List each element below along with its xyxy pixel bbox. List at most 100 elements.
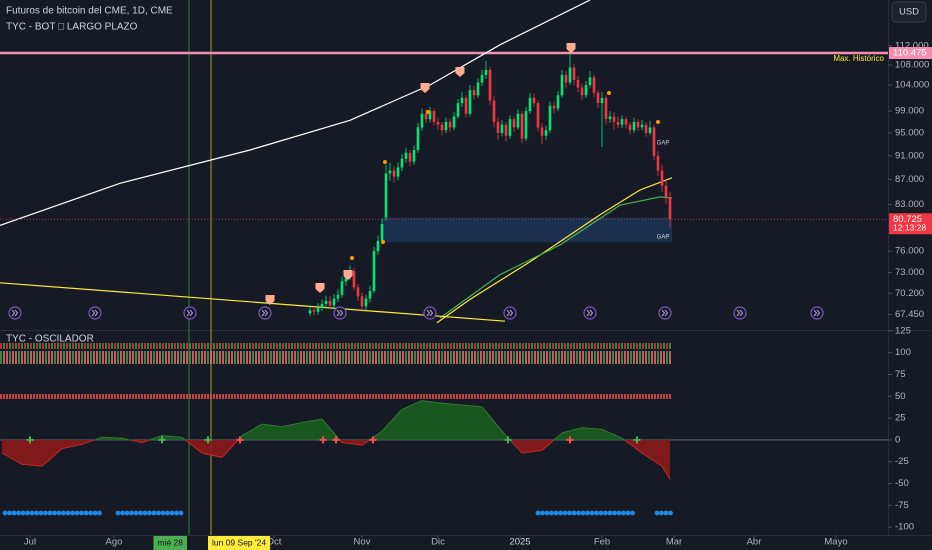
strip-mark xyxy=(132,351,134,364)
strip-mark xyxy=(390,343,392,349)
strip-mark xyxy=(78,343,80,349)
strip-mark xyxy=(330,351,332,364)
strip-mark xyxy=(549,394,551,399)
candle-body xyxy=(560,74,564,96)
strip-mark xyxy=(639,343,641,349)
strip-mark xyxy=(543,351,545,364)
strip-mark xyxy=(324,394,326,399)
candle-body xyxy=(364,298,368,307)
strip-mark xyxy=(231,351,233,364)
strip-mark xyxy=(429,394,431,399)
status-dot xyxy=(178,510,184,516)
strip-mark xyxy=(351,394,353,399)
strip-mark xyxy=(432,351,434,364)
strip-mark xyxy=(420,351,422,364)
strip-mark xyxy=(483,394,485,399)
strip-mark xyxy=(438,343,440,349)
strip-mark xyxy=(351,343,353,349)
strip-mark xyxy=(198,351,200,364)
status-dot xyxy=(659,510,664,516)
strip-mark xyxy=(447,343,449,349)
strip-mark xyxy=(297,394,299,399)
strip-mark xyxy=(87,394,89,399)
strip-mark xyxy=(486,343,488,349)
strip-mark xyxy=(222,351,224,364)
currency-button[interactable] xyxy=(891,1,927,23)
strip-mark xyxy=(441,351,443,364)
strip-mark xyxy=(474,351,476,364)
strip-mark xyxy=(360,351,362,364)
strip-mark xyxy=(90,343,92,349)
strip-mark xyxy=(534,394,536,399)
candle-body xyxy=(480,74,484,83)
strip-mark xyxy=(57,351,59,364)
strip-mark xyxy=(579,351,581,364)
strip-mark xyxy=(141,351,143,364)
status-dot xyxy=(654,510,660,516)
strip-mark xyxy=(48,394,50,399)
candle-body xyxy=(640,124,644,128)
strip-mark xyxy=(93,343,95,349)
strip-mark xyxy=(276,343,278,349)
strip-mark xyxy=(288,394,290,399)
strip-mark xyxy=(519,343,521,349)
strip-mark xyxy=(321,394,323,399)
strip-mark xyxy=(21,343,23,349)
strip-mark xyxy=(576,394,578,399)
strip-mark xyxy=(564,351,566,364)
currency-label[interactable]: USD xyxy=(899,7,919,18)
strip-mark xyxy=(588,343,590,349)
strip-mark xyxy=(105,343,107,349)
strip-mark xyxy=(435,351,437,364)
strip-mark xyxy=(282,394,284,399)
oscillator-title: TYC - OSCILADOR xyxy=(6,334,94,345)
strip-mark xyxy=(234,351,236,364)
strip-mark xyxy=(513,394,515,399)
strip-mark xyxy=(48,343,50,349)
status-dot xyxy=(2,510,8,516)
strip-mark xyxy=(60,394,62,399)
strip-mark xyxy=(207,394,209,399)
signal-dot xyxy=(656,120,660,124)
strip-mark xyxy=(159,351,161,364)
strip-mark xyxy=(342,394,344,399)
status-dot xyxy=(56,510,62,516)
strip-mark xyxy=(126,343,128,349)
status-dot xyxy=(621,510,626,516)
candle-body xyxy=(312,310,316,312)
strip-mark xyxy=(189,351,191,364)
strip-mark xyxy=(633,351,635,364)
strip-mark xyxy=(540,394,542,399)
strip-mark xyxy=(471,351,473,364)
strip-mark xyxy=(657,394,659,399)
strip-mark xyxy=(156,343,158,349)
strip-mark xyxy=(603,351,605,364)
strip-mark xyxy=(93,351,95,364)
strip-mark xyxy=(579,343,581,349)
strip-mark xyxy=(99,343,101,349)
status-dot xyxy=(47,510,53,516)
strip-mark xyxy=(363,343,365,349)
status-dot xyxy=(603,510,608,516)
event-icon-arrow xyxy=(426,309,434,317)
strip-mark xyxy=(60,343,62,349)
strip-mark xyxy=(582,343,584,349)
strip-mark xyxy=(36,351,38,364)
strip-mark xyxy=(585,351,587,364)
strip-mark xyxy=(402,394,404,399)
status-dot xyxy=(607,510,613,516)
strip-mark xyxy=(378,394,380,399)
y-tick-label: -50 xyxy=(895,478,909,489)
last-price-label: 80.725 xyxy=(893,214,922,225)
strip-mark xyxy=(468,343,470,349)
strip-mark xyxy=(72,394,74,399)
strip-mark xyxy=(255,343,257,349)
strip-mark xyxy=(198,394,200,399)
strip-mark xyxy=(528,351,530,364)
status-dot xyxy=(29,510,35,516)
strip-mark xyxy=(147,343,149,349)
strip-mark xyxy=(627,343,629,349)
gap-annotation: GAP xyxy=(657,235,670,241)
strip-mark xyxy=(186,394,188,399)
candle-body xyxy=(440,124,444,131)
